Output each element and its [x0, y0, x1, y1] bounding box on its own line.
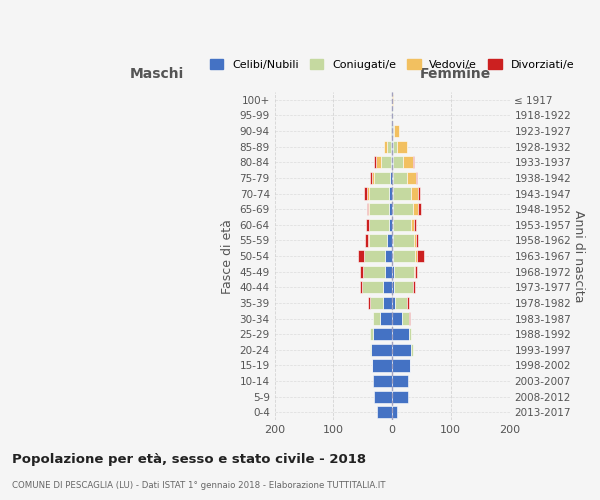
- Bar: [392, 297, 395, 309]
- Bar: [371, 344, 392, 356]
- Bar: [395, 297, 407, 309]
- Y-axis label: Fasce di età: Fasce di età: [221, 218, 234, 294]
- Bar: [368, 297, 370, 309]
- Bar: [364, 250, 385, 262]
- Bar: [413, 281, 415, 293]
- Bar: [364, 188, 367, 200]
- Bar: [385, 250, 392, 262]
- Y-axis label: Anni di nascita: Anni di nascita: [572, 210, 585, 302]
- Bar: [392, 390, 408, 403]
- Bar: [415, 266, 417, 278]
- Bar: [389, 188, 392, 200]
- Bar: [417, 250, 424, 262]
- Bar: [418, 188, 419, 200]
- Bar: [392, 125, 394, 137]
- Bar: [392, 203, 413, 215]
- Bar: [409, 312, 410, 324]
- Bar: [394, 266, 415, 278]
- Bar: [365, 218, 368, 231]
- Bar: [369, 218, 389, 231]
- Bar: [362, 281, 383, 293]
- Bar: [370, 328, 373, 340]
- Bar: [392, 312, 402, 324]
- Bar: [367, 188, 369, 200]
- Bar: [392, 172, 407, 184]
- Bar: [416, 172, 418, 184]
- Bar: [392, 234, 393, 246]
- Bar: [389, 218, 392, 231]
- Bar: [412, 218, 415, 231]
- Bar: [392, 375, 408, 387]
- Bar: [371, 172, 374, 184]
- Bar: [413, 203, 418, 215]
- Bar: [388, 234, 392, 246]
- Bar: [373, 375, 392, 387]
- Bar: [402, 312, 409, 324]
- Bar: [383, 297, 392, 309]
- Bar: [373, 312, 380, 324]
- Bar: [403, 156, 413, 168]
- Bar: [370, 344, 371, 356]
- Bar: [418, 203, 421, 215]
- Bar: [413, 156, 415, 168]
- Bar: [393, 234, 414, 246]
- Bar: [389, 203, 392, 215]
- Bar: [392, 218, 412, 231]
- Bar: [374, 172, 391, 184]
- Bar: [392, 344, 411, 356]
- Bar: [412, 188, 418, 200]
- Bar: [391, 172, 392, 184]
- Bar: [392, 140, 397, 153]
- Bar: [407, 297, 409, 309]
- Bar: [381, 156, 391, 168]
- Bar: [392, 360, 410, 372]
- Bar: [397, 140, 407, 153]
- Bar: [385, 140, 388, 153]
- Bar: [392, 188, 412, 200]
- Bar: [360, 281, 362, 293]
- Bar: [414, 234, 416, 246]
- Bar: [411, 344, 413, 356]
- Bar: [409, 328, 412, 340]
- Text: COMUNE DI PESCAGLIA (LU) - Dati ISTAT 1° gennaio 2018 - Elaborazione TUTTITALIA.: COMUNE DI PESCAGLIA (LU) - Dati ISTAT 1°…: [12, 480, 386, 490]
- Bar: [392, 406, 397, 418]
- Legend: Celibi/Nubili, Coniugati/e, Vedovi/e, Divorziati/e: Celibi/Nubili, Coniugati/e, Vedovi/e, Di…: [205, 55, 578, 74]
- Bar: [372, 360, 392, 372]
- Bar: [385, 266, 392, 278]
- Bar: [374, 390, 392, 403]
- Bar: [368, 203, 389, 215]
- Bar: [376, 156, 381, 168]
- Bar: [363, 266, 385, 278]
- Bar: [373, 328, 392, 340]
- Text: Femmine: Femmine: [420, 66, 491, 80]
- Bar: [407, 172, 416, 184]
- Bar: [370, 297, 383, 309]
- Bar: [392, 156, 403, 168]
- Bar: [369, 188, 389, 200]
- Text: Maschi: Maschi: [130, 66, 184, 80]
- Bar: [388, 140, 391, 153]
- Bar: [393, 250, 415, 262]
- Bar: [365, 234, 368, 246]
- Bar: [392, 328, 409, 340]
- Bar: [394, 125, 398, 137]
- Bar: [391, 156, 392, 168]
- Bar: [383, 281, 392, 293]
- Bar: [380, 312, 392, 324]
- Bar: [358, 250, 364, 262]
- Text: Popolazione per età, sesso e stato civile - 2018: Popolazione per età, sesso e stato civil…: [12, 452, 366, 466]
- Bar: [377, 406, 392, 418]
- Bar: [392, 250, 393, 262]
- Bar: [394, 281, 413, 293]
- Bar: [392, 281, 394, 293]
- Bar: [368, 234, 388, 246]
- Bar: [416, 234, 418, 246]
- Bar: [415, 250, 417, 262]
- Bar: [392, 266, 394, 278]
- Bar: [415, 218, 416, 231]
- Bar: [370, 172, 371, 184]
- Bar: [361, 266, 363, 278]
- Bar: [374, 156, 376, 168]
